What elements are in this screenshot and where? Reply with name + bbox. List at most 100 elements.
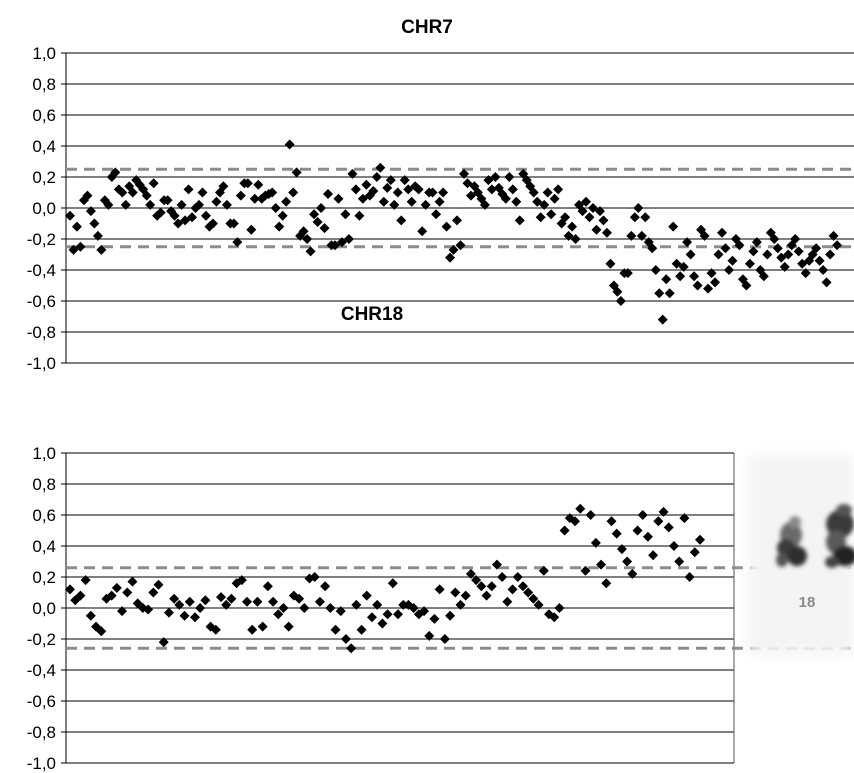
chr7-data-point <box>723 265 734 275</box>
chr7-data-point <box>427 187 438 198</box>
chr7-data-point <box>298 226 309 237</box>
chr7-data-point <box>790 234 801 244</box>
chr7-data-point <box>818 265 829 275</box>
chr7-data-point <box>221 199 232 210</box>
chr18-data-point <box>585 510 596 520</box>
chr18-data-point <box>80 575 91 586</box>
chr7-data-point <box>399 175 410 186</box>
chr7-data-point <box>207 218 218 229</box>
chr7-data-point <box>274 221 285 232</box>
chr7-data-point <box>378 196 389 207</box>
chr7-tick-label: -0,4 <box>27 261 56 280</box>
chr7-data-point <box>748 246 759 257</box>
chr7-tick-label: -1,0 <box>27 354 56 373</box>
chr7-data-point <box>744 258 755 269</box>
chr7-data-point <box>587 203 598 213</box>
chr7-data-point <box>654 288 665 299</box>
chr18-title: CHR18 <box>341 304 403 325</box>
chr18-data-point <box>637 510 648 520</box>
chr18-data-point <box>648 550 659 561</box>
chr7-data-point <box>640 212 651 223</box>
chr7-data-point <box>68 244 79 255</box>
chr7-data-point <box>403 184 414 195</box>
chr7-data-point <box>814 255 825 266</box>
chr18-data-point <box>356 624 367 635</box>
chr18-data-point <box>85 610 96 621</box>
chr18-data-point <box>668 541 679 551</box>
chr18-data-point <box>611 528 622 539</box>
chr7-tick-label: -0,2 <box>27 230 56 249</box>
chr18-data-point <box>294 593 305 604</box>
chr7-data-point <box>800 268 811 279</box>
chr18-data-point <box>419 606 430 617</box>
chr7-data-point <box>309 209 320 220</box>
chr18-data-point <box>174 599 185 610</box>
chr7-data-point <box>249 193 260 204</box>
chr18-data-point <box>450 587 461 598</box>
chr7-data-point <box>542 187 553 198</box>
chart-chr7: CHR7 1,0 0,8 0,6 0,4 0,2 0,0 -0,2 -0,4 -0,6 -0,8 -1… <box>27 17 854 373</box>
chr18-data-point <box>616 544 627 555</box>
chr7-data-point <box>452 215 463 226</box>
chr18-data-point <box>268 596 279 607</box>
chr18-data-point <box>398 599 409 610</box>
chr18-data-point <box>226 593 237 604</box>
chr7-data-point <box>183 184 194 195</box>
chr7-data-point <box>692 280 703 291</box>
chr7-data-point <box>302 234 313 244</box>
chr7-data-point <box>591 224 602 235</box>
chr18-data-point <box>424 630 435 641</box>
chr7-data-point <box>741 280 752 291</box>
chr18-data-point <box>658 506 669 517</box>
chr7-data-point <box>420 199 431 210</box>
chr18-data-point <box>351 599 362 610</box>
chr18-data-point <box>491 559 502 570</box>
chr18-data-point <box>642 531 653 542</box>
chr18-data-point <box>393 609 404 620</box>
chr7-data-point <box>354 210 365 221</box>
chr7-data-point <box>382 182 393 193</box>
chr18-data-point <box>127 576 138 587</box>
chr18-tick-label: -0,6 <box>27 692 56 711</box>
chr18-data-point <box>184 596 195 607</box>
chr7-data-point <box>622 268 633 279</box>
chr7-title: CHR7 <box>401 17 453 38</box>
chr7-data-point <box>148 178 159 189</box>
chr7-data-point <box>89 218 100 229</box>
chr18-data-point <box>242 596 253 607</box>
chr7-data-point <box>235 190 246 201</box>
chr7-data-point <box>636 230 647 241</box>
chr18-data-point <box>372 599 383 610</box>
chr7-tick-label: 1,0 <box>32 44 56 63</box>
chr7-data-point <box>734 240 745 251</box>
chr7-data-point <box>85 206 96 217</box>
chromosome-18-image <box>776 504 854 568</box>
chr7-tick-label: 0,0 <box>32 199 56 218</box>
chr7-data-point <box>511 196 522 207</box>
chr7-data-point <box>375 162 386 173</box>
chr18-tick-label: 0,0 <box>32 599 56 618</box>
chr7-data-point <box>441 221 452 232</box>
chr7-data-point <box>448 244 459 255</box>
chr7-data-point <box>546 209 557 220</box>
chr7-data-point <box>340 209 351 220</box>
chr7-data-point <box>507 184 518 195</box>
chr18-data-point <box>163 607 174 618</box>
chr7-data-point <box>445 252 456 263</box>
chr7-data-point <box>187 212 198 223</box>
chr7-data-point <box>514 215 525 226</box>
chr7-data-point <box>671 258 682 269</box>
chr7-data-point <box>396 215 407 226</box>
chr18-data-point <box>153 579 164 590</box>
chr7-data-point <box>605 258 616 269</box>
chr7-data-point <box>563 230 574 241</box>
chr7-data-point <box>434 196 445 207</box>
chr7-data-point <box>657 314 668 325</box>
chr7-data-point <box>417 226 428 237</box>
chr18-data-point <box>684 572 695 582</box>
chr18-data-point <box>382 609 393 620</box>
chr18-data-point <box>445 610 456 621</box>
chr18-data-point <box>590 537 601 548</box>
chr18-data-point <box>679 513 690 524</box>
